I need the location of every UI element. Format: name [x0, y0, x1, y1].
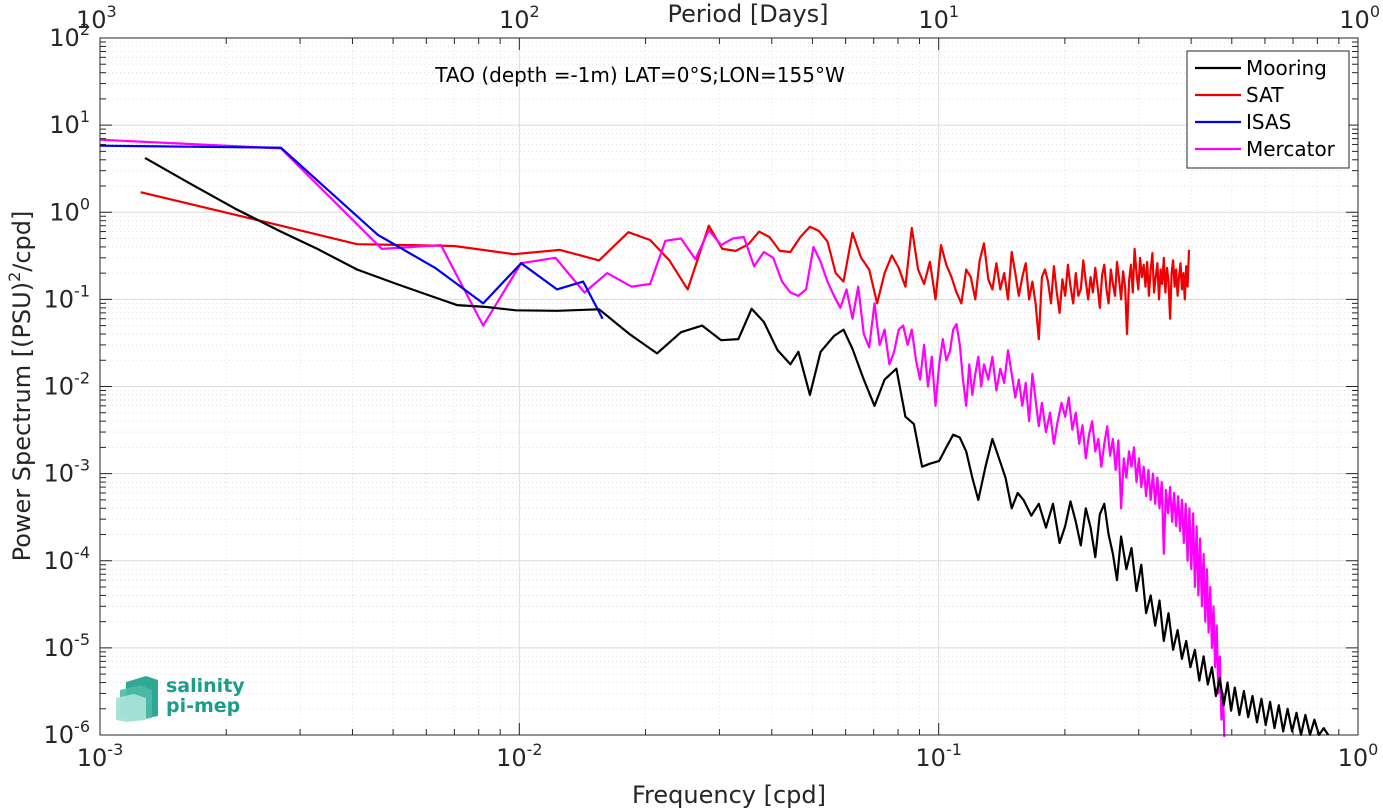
- top-tick-label-base: 10: [76, 6, 107, 34]
- x-tick-label: 10-3: [77, 740, 124, 772]
- top-tick-label-exp: 2: [530, 2, 540, 21]
- y-tick-label-exp: -3: [74, 456, 90, 475]
- y-tick-label-base: 10: [49, 198, 80, 226]
- y-tick-label: 10-5: [44, 630, 91, 662]
- top-tick-label: 100: [1339, 2, 1380, 34]
- y-tick-label-base: 10: [44, 285, 75, 313]
- y-tick-label-base: 10: [44, 634, 75, 662]
- series-line-sat: [140, 191, 1191, 341]
- top-tick-label: 101: [918, 2, 959, 34]
- y-axis-label-tail: /cpd]: [8, 211, 36, 272]
- series-line-isas: [99, 144, 604, 320]
- top-tick-label: 102: [499, 2, 540, 34]
- logo-wave-front: [116, 694, 146, 722]
- legend-entries: Mooring SAT ISAS Mercator: [1195, 56, 1336, 161]
- y-axis-label-main: Power Spectrum [(PSU): [8, 282, 36, 561]
- top-axis-label: Period [Days]: [667, 0, 828, 28]
- legend: Mooring SAT ISAS Mercator: [1186, 50, 1350, 169]
- x-tick-label-base: 10: [915, 744, 946, 772]
- y-axis-label: Power Spectrum [(PSU)2/cpd]: [5, 211, 36, 562]
- top-tick-labels: 103 102 101 100: [76, 2, 1380, 34]
- y-tick-label-exp: -5: [74, 630, 90, 649]
- top-tick-label-exp: 0: [1370, 2, 1380, 21]
- y-tick-label-exp: 0: [80, 194, 90, 213]
- y-tick-label: 101: [49, 107, 90, 139]
- y-tick-label-base: 10: [44, 460, 75, 488]
- x-axis-label: Frequency [cpd]: [632, 781, 826, 809]
- logo: salinity pi-mep: [116, 675, 245, 722]
- x-tick-label-base: 10: [77, 744, 108, 772]
- x-tick-label: 10-1: [915, 740, 962, 772]
- x-tick-labels: 10-3 10-2 10-1 100: [77, 740, 1379, 772]
- top-tick-label-base: 10: [1339, 6, 1370, 34]
- legend-label-mooring: Mooring: [1246, 56, 1327, 80]
- y-tick-label-exp: 1: [80, 107, 90, 126]
- y-tick-label: 10-3: [44, 456, 91, 488]
- top-tick-label-base: 10: [918, 6, 949, 34]
- y-tick-label: 10-6: [44, 717, 91, 749]
- legend-label-mercator: Mercator: [1246, 137, 1336, 161]
- x-tick-label-base: 10: [1338, 744, 1369, 772]
- y-tick-label-exp: -6: [74, 717, 90, 736]
- y-tick-label-base: 10: [49, 24, 80, 52]
- x-tick-label-base: 10: [496, 744, 527, 772]
- y-tick-label-base: 10: [44, 547, 75, 575]
- top-tick-label: 103: [76, 2, 117, 34]
- x-tick-label-exp: 0: [1368, 740, 1378, 759]
- y-tick-label-base: 10: [44, 721, 75, 749]
- series-line-mooring: [144, 156, 1330, 737]
- y-axis-label-sup: 2: [5, 272, 24, 282]
- chart-title: TAO (depth =-1m) LAT=0°S;LON=155°W: [434, 63, 845, 87]
- x-tick-label: 100: [1338, 740, 1379, 772]
- y-tick-label: 102: [49, 20, 90, 52]
- legend-label-sat: SAT: [1246, 83, 1284, 107]
- y-tick-label-base: 10: [49, 111, 80, 139]
- x-tick-label-exp: -1: [946, 740, 962, 759]
- logo-line1: salinity: [166, 675, 245, 697]
- y-tick-label-base: 10: [44, 373, 75, 401]
- series-layer: [99, 138, 1330, 737]
- legend-label-isas: ISAS: [1246, 110, 1291, 134]
- y-tick-label: 10-1: [44, 281, 91, 313]
- top-tick-label-exp: 1: [949, 2, 959, 21]
- waves-icon: [116, 676, 158, 722]
- y-tick-label-exp: 2: [80, 20, 90, 39]
- y-tick-label: 10-2: [44, 369, 91, 401]
- y-tick-label-exp: -1: [74, 281, 90, 300]
- top-tick-label-base: 10: [499, 6, 530, 34]
- y-tick-label-exp: -4: [74, 543, 90, 562]
- y-tick-label: 10-4: [44, 543, 91, 575]
- tick-marks: [99, 37, 1359, 736]
- series-line-mercator: [99, 138, 1226, 737]
- y-tick-label-exp: -2: [74, 369, 90, 388]
- x-tick-label: 10-2: [496, 740, 543, 772]
- x-tick-label-exp: -2: [527, 740, 543, 759]
- logo-line2: pi-mep: [166, 695, 240, 717]
- x-tick-label-exp: -3: [107, 740, 123, 759]
- top-tick-label-exp: 3: [107, 2, 117, 21]
- y-tick-label: 100: [49, 194, 90, 226]
